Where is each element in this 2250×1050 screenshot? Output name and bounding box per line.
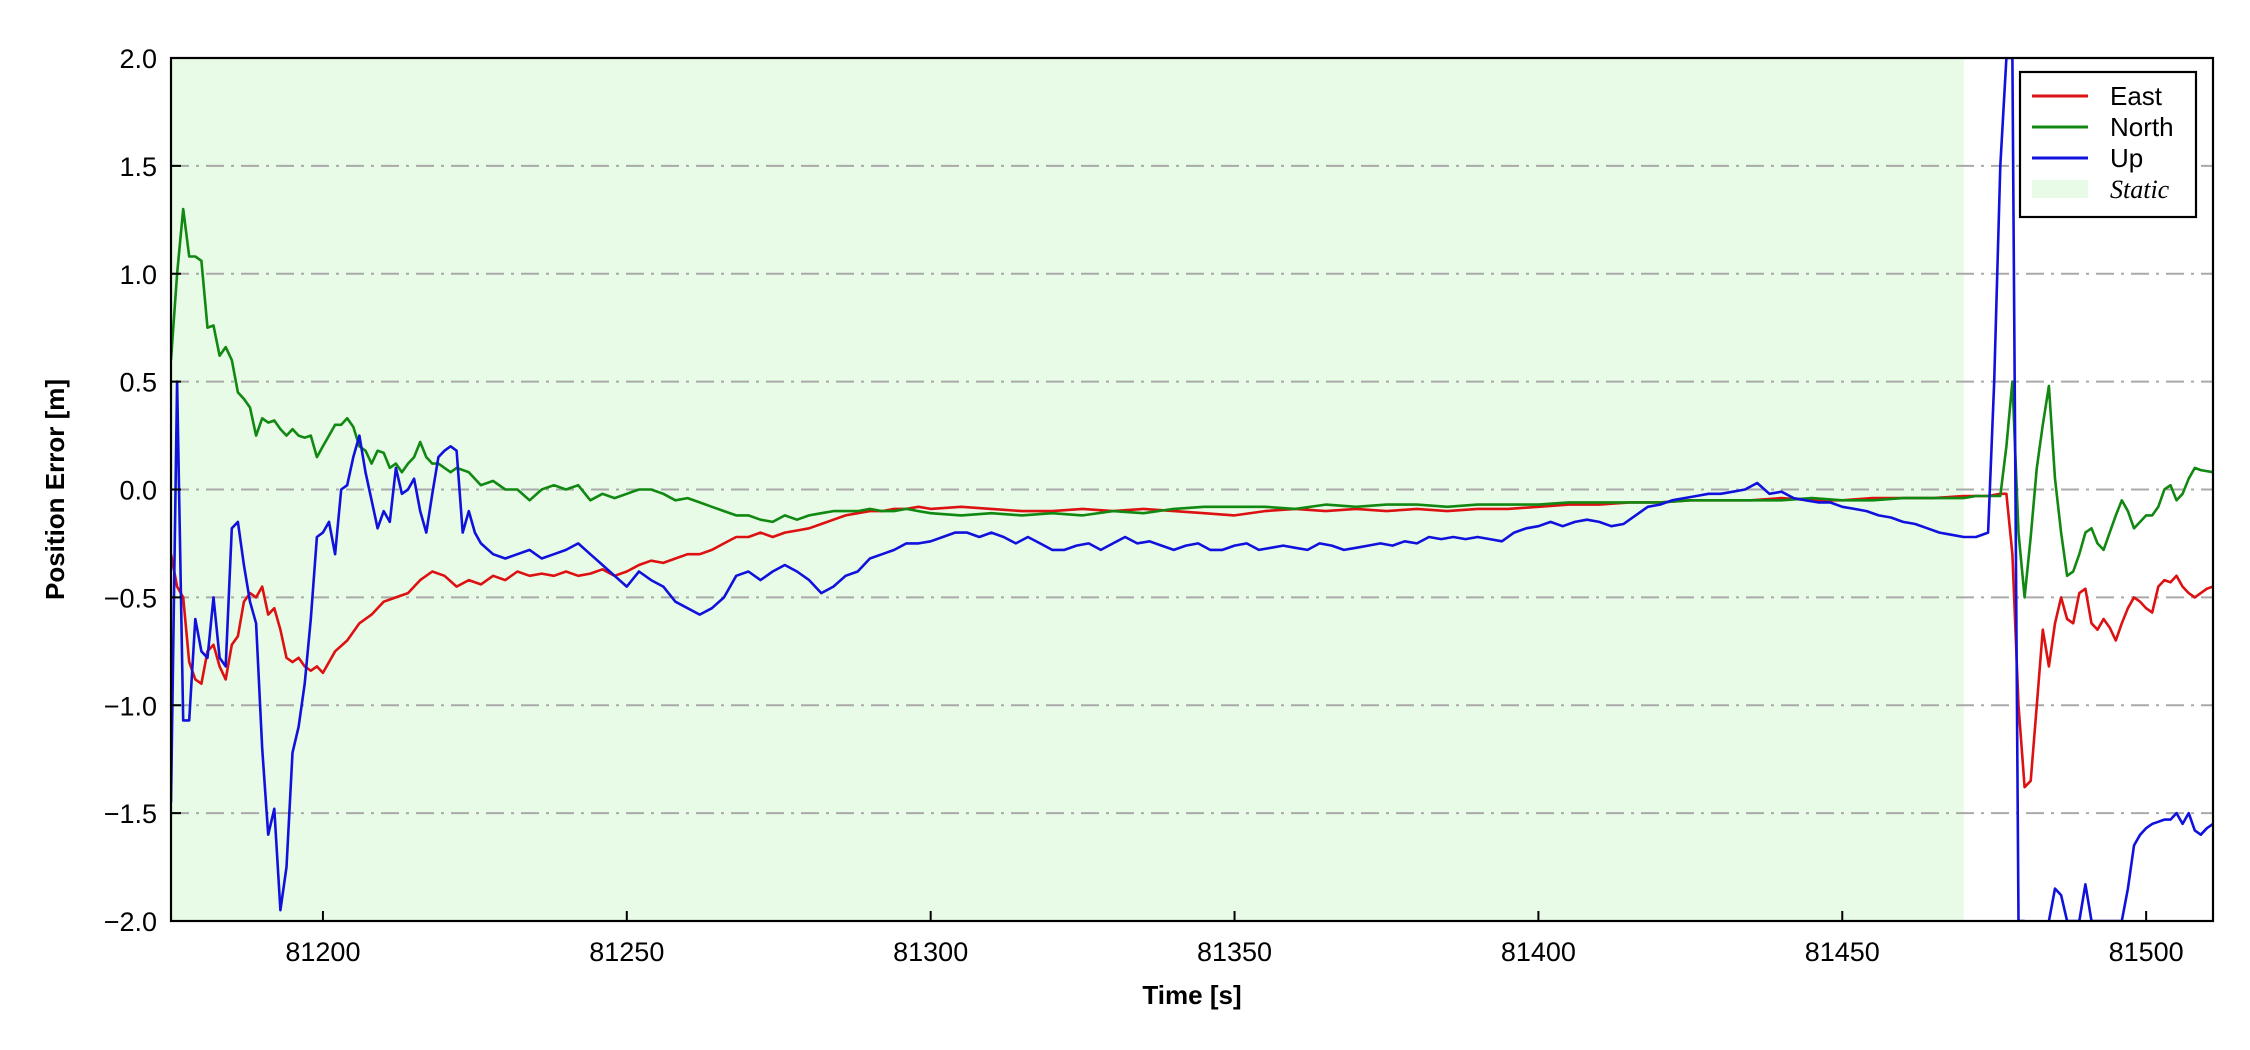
series-line-north [171, 207, 2213, 599]
static-region [171, 58, 1964, 921]
y-tick-label: −2.0 [104, 907, 157, 937]
x-tick-label: 81500 [2109, 937, 2184, 967]
legend-label-east: East [2110, 81, 2163, 111]
y-tick-label: −0.5 [104, 583, 157, 613]
x-tick-label: 81250 [589, 937, 664, 967]
series-line-up [171, 58, 2025, 921]
series-line-up-tail [2047, 811, 2213, 921]
legend-label-up: Up [2110, 143, 2143, 173]
y-tick-label: 1.5 [119, 152, 157, 182]
y-axis-label: Position Error [m] [40, 379, 70, 600]
y-tick-label: 2.0 [119, 44, 157, 74]
x-tick-label: 81450 [1805, 937, 1880, 967]
x-tick-label: 81350 [1197, 937, 1272, 967]
y-tick-label: 1.0 [119, 260, 157, 290]
legend-label-static: Static [2110, 175, 2170, 204]
axis-ticks: 81200 81250 81300 81350 81400 81450 81500 −2.0 −… [104, 44, 2184, 967]
y-tick-label: 0.5 [119, 368, 157, 398]
x-tick-label: 81300 [893, 937, 968, 967]
legend-label-north: North [2110, 112, 2174, 142]
series-line-east [171, 492, 2213, 789]
x-tick-label: 81400 [1501, 937, 1576, 967]
y-tick-label: 0.0 [119, 476, 157, 506]
series-layer [171, 58, 2213, 921]
y-tick-label: −1.5 [104, 799, 157, 829]
plot-background [171, 58, 1964, 921]
x-axis-label: Time [s] [1142, 980, 1241, 1010]
y-tick-label: −1.0 [104, 691, 157, 721]
legend-swatch-static [2032, 180, 2088, 198]
x-tick-label: 81200 [285, 937, 360, 967]
